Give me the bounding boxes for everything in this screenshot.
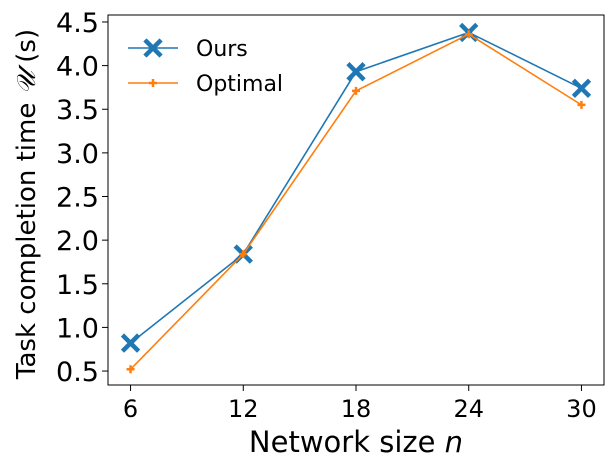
series-optimal (126, 30, 586, 374)
y-axis-label-text: Task completion time (12, 94, 42, 380)
y-tick-label: 0.5 (56, 357, 99, 388)
legend-item-optimal: Optimal (128, 72, 283, 97)
y-axis: 0.5 1.0 1.5 2.0 2.5 3.0 3.5 4.0 4.5 (56, 8, 108, 388)
series-ours (120, 22, 592, 353)
y-tick-label: 1.0 (56, 313, 99, 344)
y-tick-label: 2.5 (56, 183, 99, 214)
x-tick-label: 18 (341, 395, 372, 423)
legend-marker-ours (143, 38, 163, 58)
y-tick-label: 1.5 (56, 270, 99, 301)
x-tick-label: 6 (123, 395, 138, 423)
series-ours-point (571, 78, 592, 98)
legend-label-optimal: Optimal (196, 72, 283, 97)
x-axis: 6 12 18 24 30 (123, 385, 597, 423)
series-optimal-point (464, 30, 473, 39)
legend-label-ours: Ours (196, 37, 248, 62)
y-axis-label: Task completion time 𝒰 (s) (12, 29, 42, 380)
x-axis-label-text: Network size (249, 425, 445, 459)
y-tick-label: 3.0 (56, 139, 99, 170)
y-tick-label: 3.5 (56, 95, 99, 126)
x-tick-label: 30 (566, 395, 597, 423)
y-tick-label: 4.0 (56, 52, 99, 83)
series-optimal-point (239, 250, 248, 259)
series-ours-point (120, 333, 141, 353)
y-axis-label-unit: (s) (12, 29, 42, 71)
plot-area (120, 22, 592, 374)
legend-marker-optimal (149, 79, 157, 87)
series-optimal-point (352, 86, 360, 95)
x-axis-label: Network size n (249, 425, 463, 459)
x-tick-label: 24 (453, 395, 484, 423)
y-tick-label: 4.5 (56, 8, 99, 39)
x-tick-label: 12 (228, 395, 259, 423)
legend: Ours Optimal (128, 37, 283, 97)
legend-item-ours: Ours (128, 37, 248, 62)
series-optimal-point (126, 365, 135, 374)
series-optimal-point (577, 100, 586, 109)
series-ours-point (346, 62, 366, 82)
x-axis-label-variable: n (445, 425, 463, 459)
y-tick-label: 2.0 (56, 226, 99, 257)
